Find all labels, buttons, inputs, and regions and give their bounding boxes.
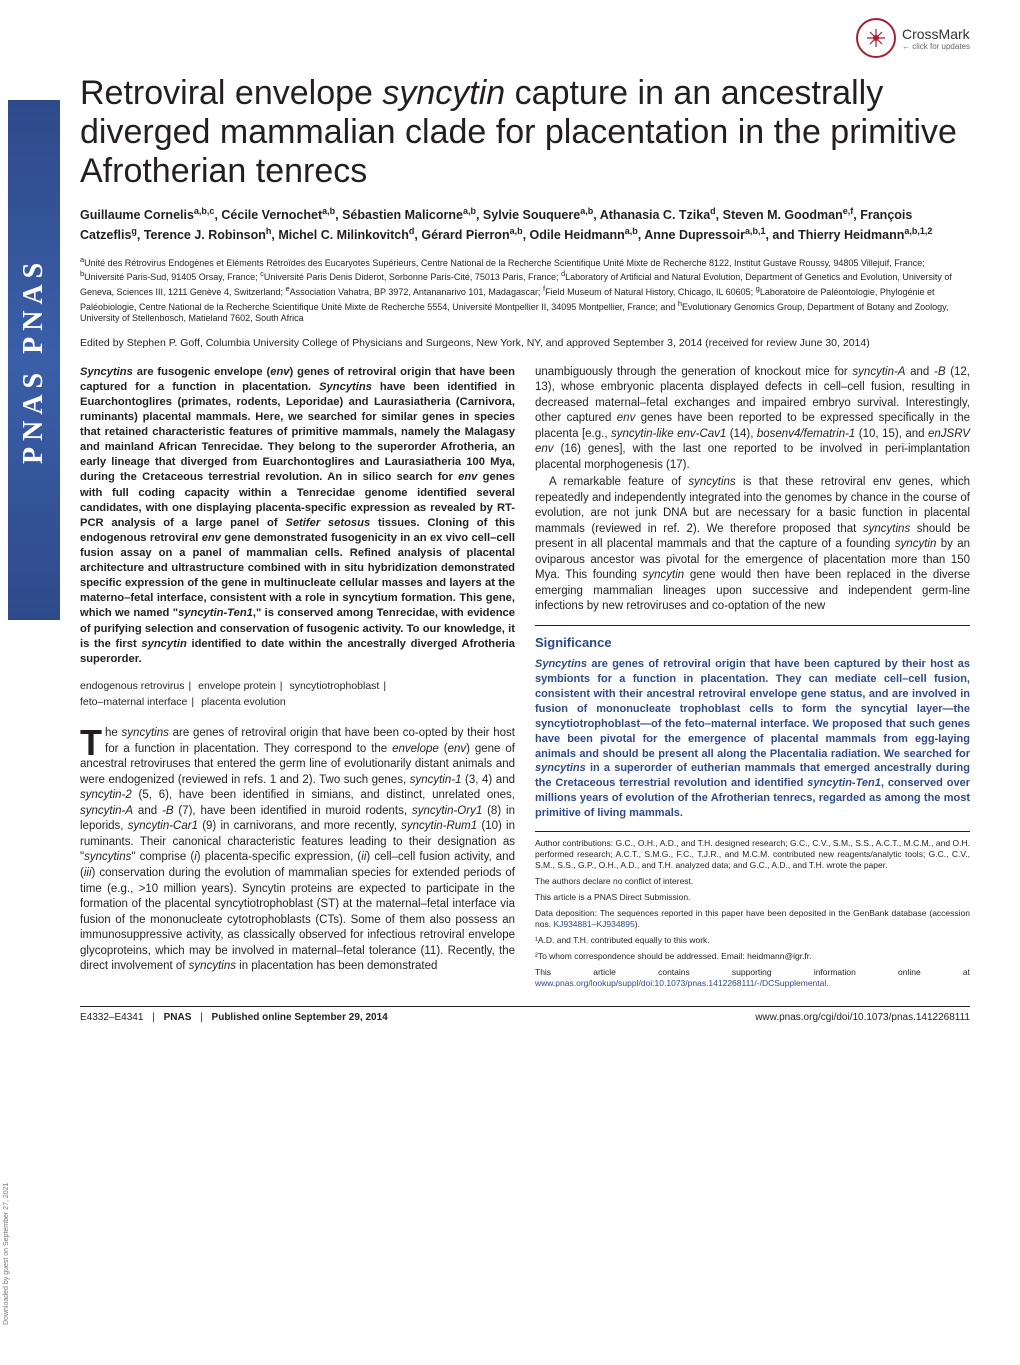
author-contributions: Author contributions: G.C., O.H., A.D., … (535, 831, 970, 990)
dropcap: T (80, 726, 105, 757)
keyword: syncytiotrophoblast (289, 680, 379, 692)
significance-text: Syncytins are genes of retroviral origin… (535, 657, 970, 820)
article-title: Retroviral envelope syncytin capture in … (80, 74, 970, 191)
crossmark-text-block: CrossMark ← click for updates (902, 26, 970, 51)
keywords: endogenous retrovirus| envelope protein|… (80, 679, 515, 711)
keyword: envelope protein (198, 680, 276, 692)
contrib-supp: This article contains supporting informa… (535, 967, 970, 989)
affiliations: aUnité des Rétrovirus Endogènes et Eléme… (80, 255, 970, 325)
crossmark-icon (856, 18, 896, 58)
footer-pages: E4332–E4341 (80, 1012, 143, 1023)
pnas-side-banner: PNAS PNAS (8, 100, 60, 620)
contrib-direct: This article is a PNAS Direct Submission… (535, 892, 970, 903)
keyword: feto–maternal interface (80, 696, 187, 708)
significance-title: Significance (535, 634, 970, 652)
significance-box: Significance Syncytins are genes of retr… (535, 625, 970, 821)
footer-left: E4332–E4341 | PNAS | Published online Se… (80, 1012, 388, 1023)
contrib-authors: Author contributions: G.C., O.H., A.D., … (535, 838, 970, 871)
keyword: endogenous retrovirus (80, 680, 184, 692)
edited-by: Edited by Stephen P. Goff, Columbia Univ… (80, 337, 970, 351)
download-note: Downloaded by guest on September 27, 202… (3, 1183, 10, 1325)
body-left-text: he syncytins are genes of retroviral ori… (80, 727, 515, 972)
pnas-side-text: PNAS PNAS (18, 256, 50, 463)
contrib-note2: ²To whom correspondence should be addres… (535, 951, 970, 962)
footer-pubdate: Published online September 29, 2014 (212, 1012, 388, 1023)
body-left: The syncytins are genes of retroviral or… (80, 726, 515, 974)
left-column: Syncytins are fusogenic envelope (env) g… (80, 365, 515, 995)
body-right: unambiguously through the generation of … (535, 365, 970, 615)
contrib-conflict: The authors declare no conflict of inter… (535, 876, 970, 887)
contrib-data-dep: Data deposition: The sequences reported … (535, 908, 970, 930)
keyword: placenta evolution (201, 696, 286, 708)
crossmark-badge[interactable]: CrossMark ← click for updates (856, 18, 970, 58)
contrib-note1: ¹A.D. and T.H. contributed equally to th… (535, 935, 970, 946)
crossmark-sub: ← click for updates (902, 42, 970, 51)
page-footer: E4332–E4341 | PNAS | Published online Se… (80, 1006, 970, 1023)
footer-doi: www.pnas.org/cgi/doi/10.1073/pnas.141226… (755, 1012, 970, 1023)
right-column: unambiguously through the generation of … (535, 365, 970, 995)
author-list: Guillaume Cornelisa,b,c, Cécile Vernoche… (80, 205, 970, 244)
body-right-p2: A remarkable feature of syncytins is tha… (535, 475, 970, 615)
body-right-p1: unambiguously through the generation of … (535, 365, 970, 474)
footer-journal: PNAS (164, 1012, 192, 1023)
two-column-layout: Syncytins are fusogenic envelope (env) g… (80, 365, 970, 995)
crossmark-label: CrossMark (902, 26, 970, 42)
abstract: Syncytins are fusogenic envelope (env) g… (80, 365, 515, 667)
